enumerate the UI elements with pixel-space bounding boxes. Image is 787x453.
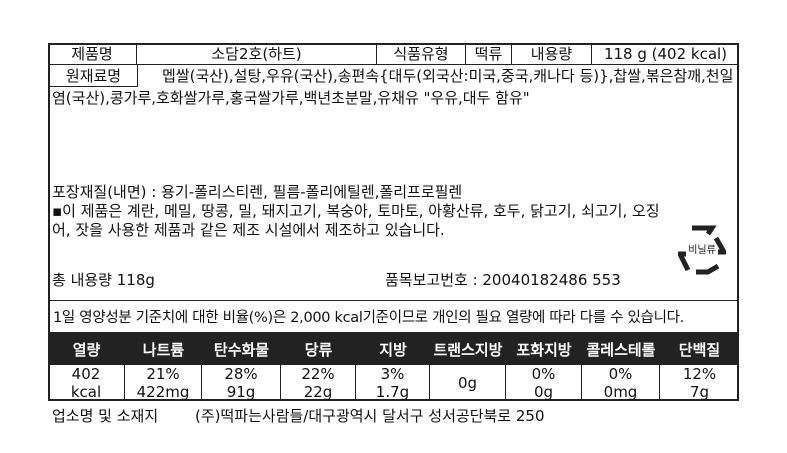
nutrition-header: 포화지방	[506, 333, 582, 365]
nutrition-header: 지방	[356, 333, 430, 365]
nutrition-value: 22% 22g	[281, 365, 356, 401]
report-number: 품목보고번호 : 20040182486 553	[385, 271, 621, 289]
label-frame	[48, 43, 739, 401]
product-name: 소담2호(하트)	[137, 43, 377, 64]
nutrition-header: 트랜스지방	[430, 333, 506, 365]
manufacturer-label: 업소명 및 소재지	[52, 407, 159, 425]
recycle-vinyl-icon: 비닐류	[675, 222, 729, 276]
nutrition-value-line: 0%	[531, 365, 556, 383]
allergy-text: ▪이 제품은 계란, 메밀, 땅콩, 밀, 돼지고기, 복숭아, 토마토, 아황…	[52, 202, 660, 239]
nutrition-value-line: kcal	[70, 383, 102, 401]
nutrition-value-line: 422mg	[136, 383, 190, 401]
nutrition-value: 12% 7g	[660, 365, 739, 401]
nutrition-value-line: 1.7g	[375, 383, 410, 401]
packaging-text: 포장재질(내면) : 용기-폴리스티렌, 필름-폴리에틸렌,폴리프로필렌	[52, 183, 463, 201]
nutrition-value: 0% 0mg	[582, 365, 660, 401]
food-type: 떡류	[466, 43, 512, 64]
nutrition-header: 열량	[48, 333, 125, 365]
nutrition-value-line: 91g	[226, 383, 256, 401]
nutrition-value-line: 0g	[457, 374, 478, 392]
nutrition-value: 0% 0g	[506, 365, 582, 401]
nutrition-header: 콜레스테롤	[582, 333, 660, 365]
product-info-row: 제품명 소담2호(하트) 식품유형 떡류 내용량 118 g (402 kcal…	[48, 43, 739, 65]
nutrition-note: 1일 영양성분 기준치에 대한 비율(%)은 2,000 kcal기준이므로 개…	[48, 300, 739, 333]
product-name-label: 제품명	[48, 43, 137, 64]
nutrition-table: 열량 나트륨 탄수화물 당류 지방 트랜스지방 포화지방 콜레스테롤 단백질 402 kcal 21%…	[48, 333, 739, 401]
content-value: 118 g (402 kcal)	[603, 44, 728, 63]
nutrition-value-line: 28%	[224, 365, 258, 383]
nutrition-value-line: 0g	[533, 383, 554, 401]
nutrition-value-line: 22g	[303, 383, 333, 401]
nutrition-value-line: 3%	[380, 365, 405, 383]
nutrition-value: 3% 1.7g	[356, 365, 430, 401]
nutrition-value-line: 21%	[146, 365, 180, 383]
nutrition-value-line: 402	[71, 365, 101, 383]
nutrition-value-line: 22%	[301, 365, 335, 383]
food-type-label: 식품유형	[377, 43, 466, 64]
nutrition-value-line: 12%	[682, 365, 717, 383]
nutrition-value: 402 kcal	[48, 365, 125, 401]
nutrition-header: 단백질	[660, 333, 739, 365]
nutrition-value-line: 0mg	[603, 383, 638, 401]
content-label: 내용량	[512, 43, 592, 64]
nutrition-value-line: 0%	[608, 365, 633, 383]
ingredients-text: 멥쌀(국산),설탕,우유(국산),송편속{대두(외국산:미국,중국,캐나다 등)…	[52, 67, 734, 107]
nutrition-value: 21% 422mg	[125, 365, 202, 401]
nutrition-header: 나트륨	[125, 333, 202, 365]
manufacturer-value: (주)떡파는사람들/대구광역시 달서구 성서공단북로 250	[195, 407, 545, 425]
nutrition-value: 0g	[430, 365, 506, 401]
svg-text:비닐류: 비닐류	[688, 244, 716, 256]
nutrition-header: 탄수화물	[202, 333, 281, 365]
nutrition-header: 당류	[281, 333, 356, 365]
nutrition-value: 28% 91g	[202, 365, 281, 401]
ingredients-label: 원재료명	[50, 65, 138, 87]
total-content: 총 내용량 118g	[52, 271, 155, 289]
nutrition-value-line: 7g	[689, 383, 710, 401]
